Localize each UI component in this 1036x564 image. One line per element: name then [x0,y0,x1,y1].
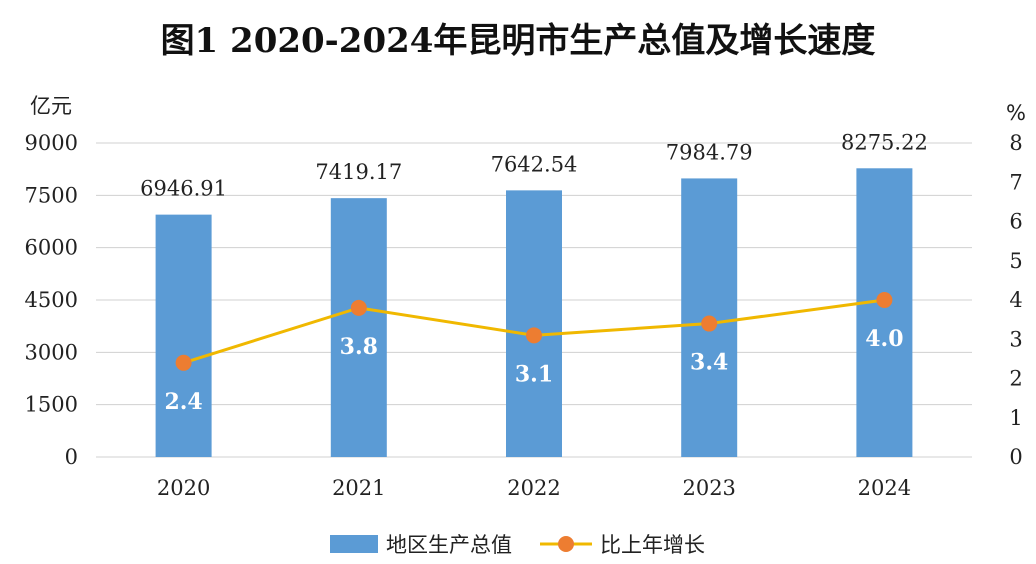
growth-value-label: 3.8 [340,334,378,360]
legend: 地区生产总值 比上年增长 [330,533,705,557]
growth-point-2022 [526,327,542,344]
left-tick-label: 0 [65,445,78,469]
bar-value-label: 6946.91 [140,177,227,201]
right-tick-label: 4 [1009,288,1022,312]
right-tick-label: 5 [1009,249,1022,273]
line-series: 2.4 3.8 3.1 3.4 4.0 [164,292,904,415]
category-label: 2023 [682,476,735,500]
bar-2024 [856,168,913,457]
growth-value-label: 2.4 [164,389,202,415]
right-tick-label: 7 [1009,170,1022,194]
growth-point-2024 [876,292,893,308]
growth-point-2023 [701,315,718,332]
category-label: 2020 [157,476,210,500]
left-tick-label: 4500 [25,288,78,312]
bar-value-label: 7984.79 [666,140,753,164]
growth-value-label: 3.4 [690,350,728,376]
watermark: 城市财经 [922,533,1018,561]
right-tick-label: 6 [1009,210,1022,234]
right-tick-label: 0 [1009,445,1022,469]
right-tick-label: 2 [1009,367,1022,391]
legend-bar-label: 地区生产总值 [386,533,512,557]
bar-value-labels: 6946.91 7419.17 7642.54 7984.79 8275.22 [140,130,928,200]
bar-value-label: 7642.54 [491,152,578,176]
legend-bar-swatch [330,535,378,553]
left-tick-label: 3000 [25,340,78,364]
legend-line-marker [558,536,574,552]
category-labels: 2020 2021 2022 2023 2024 [157,476,911,500]
left-tick-label: 7500 [25,183,78,207]
right-axis-unit: % [1006,101,1026,125]
bar-2022 [506,190,562,457]
category-label: 2022 [507,476,560,500]
right-tick-label: 8 [1009,131,1022,155]
growth-point-2021 [350,299,367,316]
left-tick-label: 6000 [25,236,78,260]
growth-value-label: 4.0 [865,326,903,352]
right-tick-label: 1 [1009,406,1022,430]
right-axis-ticks: 0 1 2 3 4 5 6 7 8 [1009,131,1022,469]
bar-2021 [330,198,387,458]
left-axis-ticks: 0 1500 3000 4500 6000 7500 9000 [25,131,78,469]
growth-point-2020 [175,354,192,371]
chart-title: 图1 2020-2024年昆明市生产总值及增长速度 [161,21,876,61]
left-axis-unit: 亿元 [30,94,72,118]
left-tick-label: 9000 [25,131,78,155]
bar-value-label: 7419.17 [315,160,402,184]
bar-2020 [155,214,212,457]
category-label: 2024 [858,476,911,500]
left-tick-label: 1500 [25,393,78,417]
bar-value-label: 8275.22 [841,130,928,154]
legend-line-label: 比上年增长 [600,533,705,557]
category-label: 2021 [332,476,385,500]
growth-value-label: 3.1 [515,361,553,387]
right-tick-label: 3 [1009,327,1022,351]
